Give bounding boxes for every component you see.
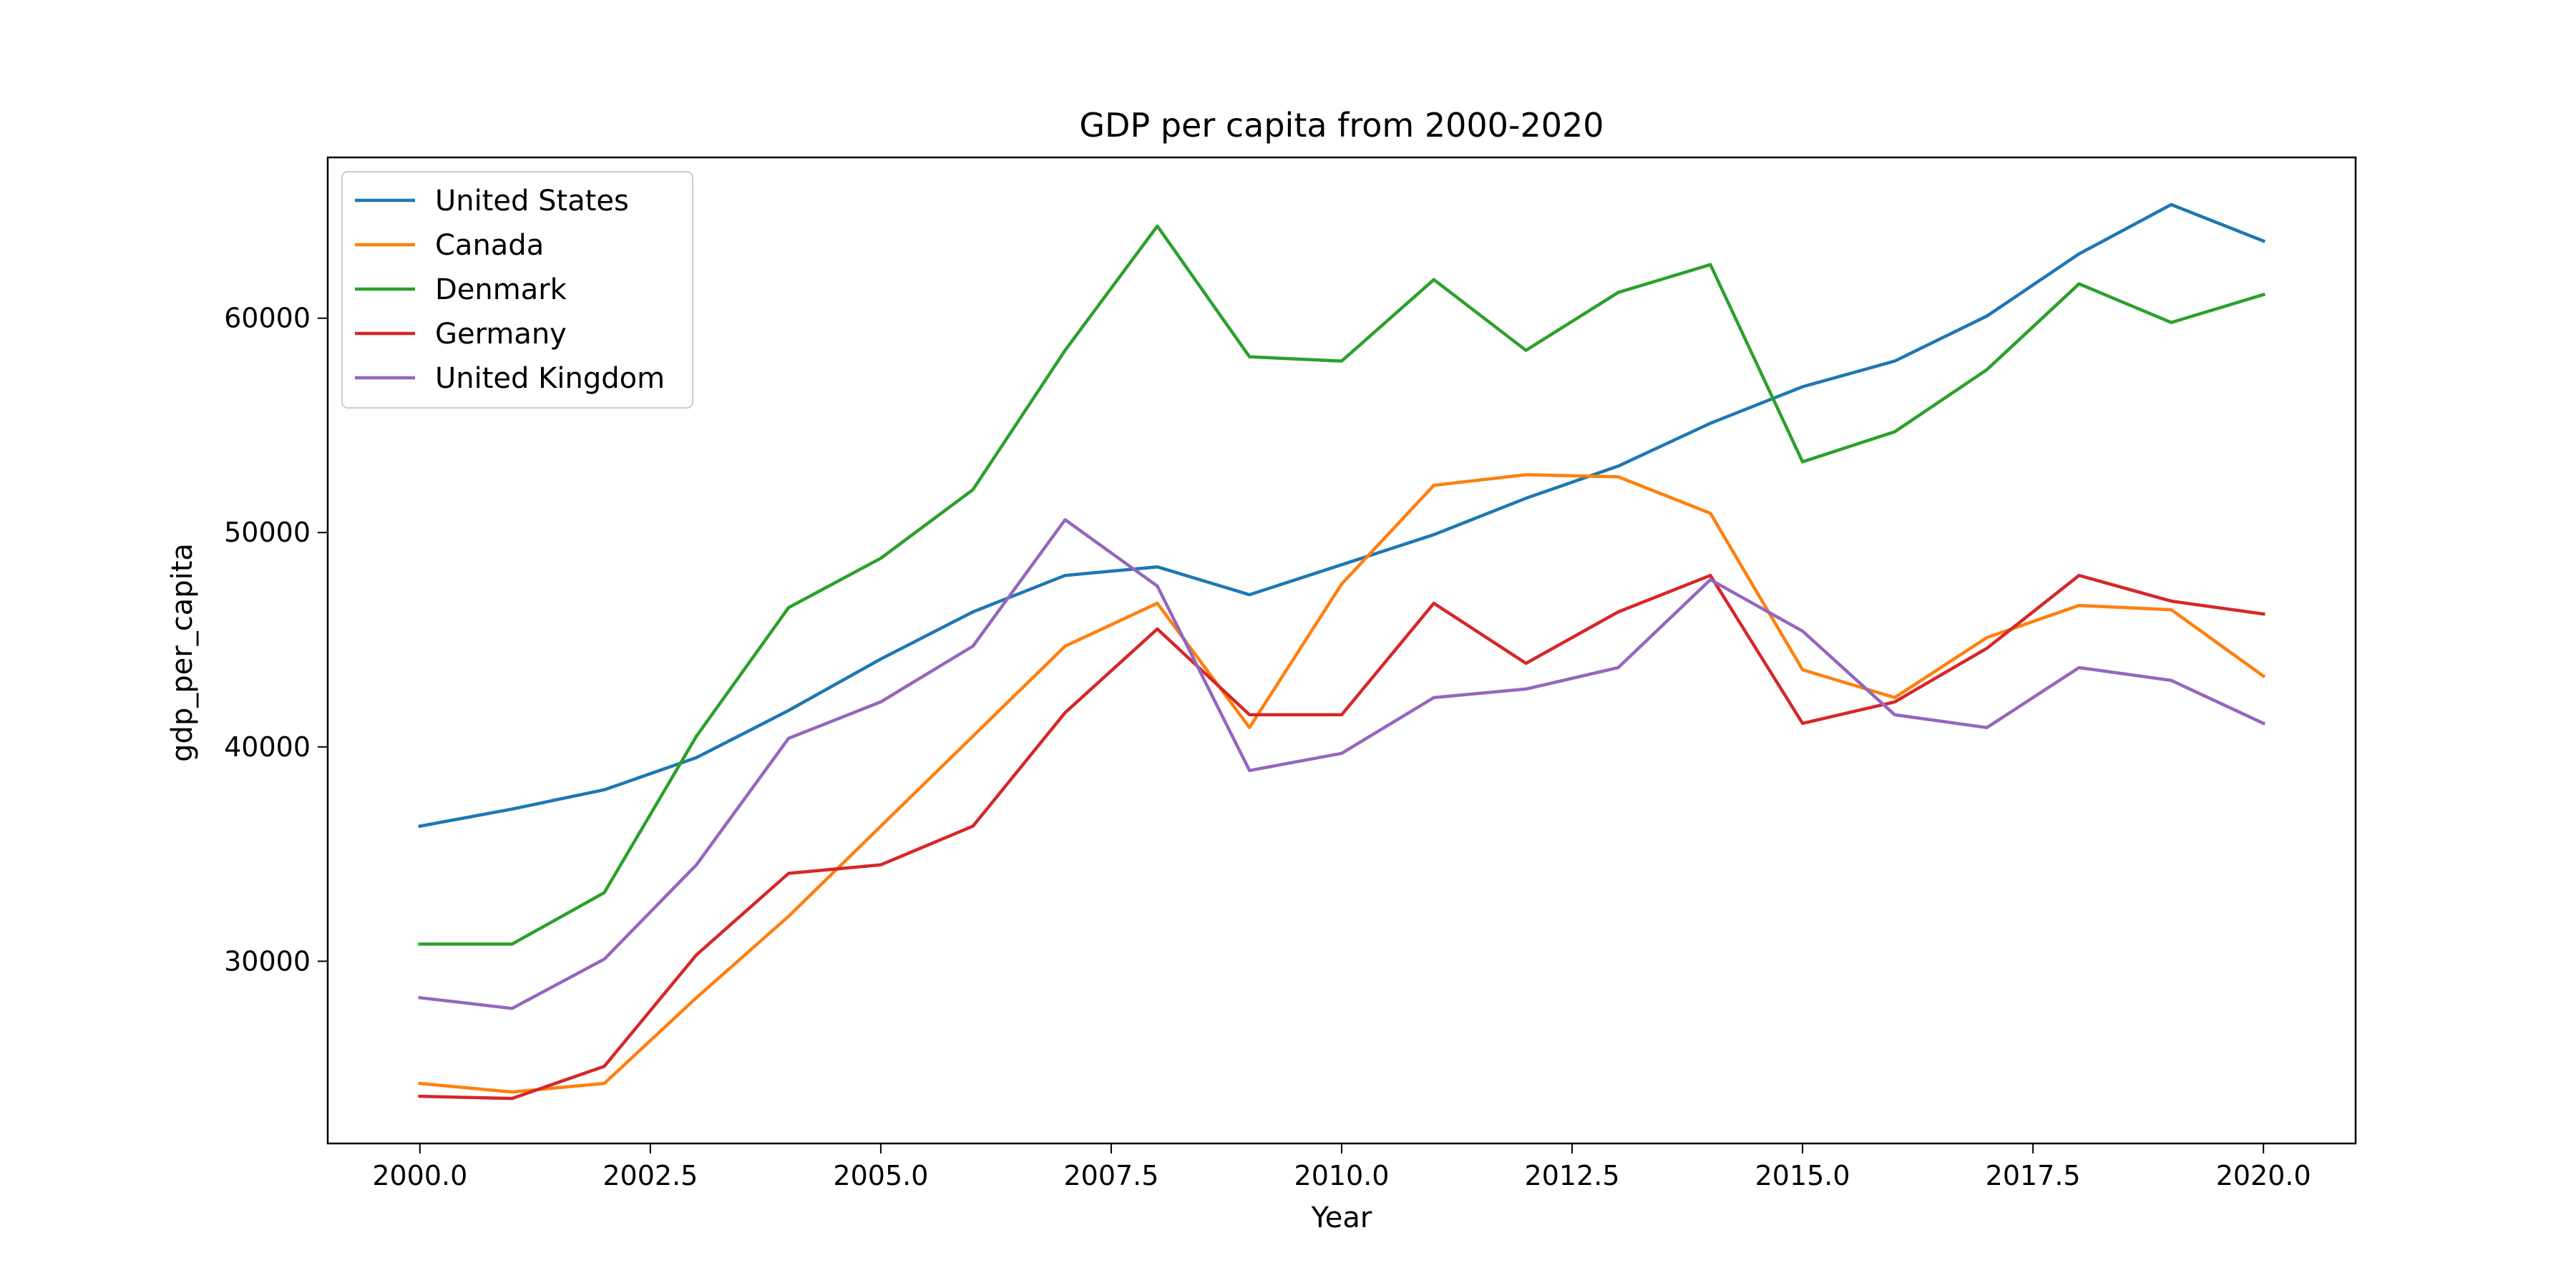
series-line-canada [418,473,2266,1094]
legend-label: Canada [435,229,544,262]
series-lines [418,203,2266,1101]
x-tick-label: 2017.5 [1986,1160,2081,1191]
x-tick-label: 2000.0 [372,1160,467,1191]
axes: 2000.0 2002.5 2005.0 2007.5 2010.0 2012.5 2015… [224,156,2357,1191]
x-axis-label: Year [1311,1201,1372,1234]
legend-item: United States [355,185,629,218]
y-axis-label: gdp_per_capita [166,543,199,762]
legend-box [341,171,693,409]
legend-item: Canada [355,229,544,262]
legend-label: Denmark [435,273,567,306]
series-line-united-kingdom [418,518,2266,1010]
x-tick-label: 2015.0 [1755,1160,1850,1191]
legend-label: United States [435,185,629,218]
legend-item: United Kingdom [355,362,665,395]
series-line-germany [418,573,2265,1101]
legend-label: Germany [435,318,567,351]
legend-item: Germany [355,318,567,351]
x-tick-label: 2020.0 [2216,1160,2311,1191]
legend-item: Denmark [355,273,567,306]
series-line-denmark [418,224,2266,946]
x-tick-label: 2012.5 [1525,1160,1620,1191]
x-tick-label: 2002.5 [602,1160,698,1191]
y-tick-label: 30000 [224,945,311,977]
x-tick-label: 2007.5 [1063,1160,1158,1191]
x-tick-label: 2005.0 [833,1160,928,1191]
chart-title: GDP per capita from 2000-2020 [1079,106,1604,145]
series-line-united-states [418,203,2266,829]
x-tick-label: 2010.0 [1294,1160,1390,1191]
y-tick-label: 50000 [224,517,311,548]
legend: United States Canada Denmark Germany United … [341,171,693,409]
y-tick-label: 60000 [224,303,311,334]
legend-label: United Kingdom [435,362,665,395]
y-tick-label: 40000 [224,731,311,763]
